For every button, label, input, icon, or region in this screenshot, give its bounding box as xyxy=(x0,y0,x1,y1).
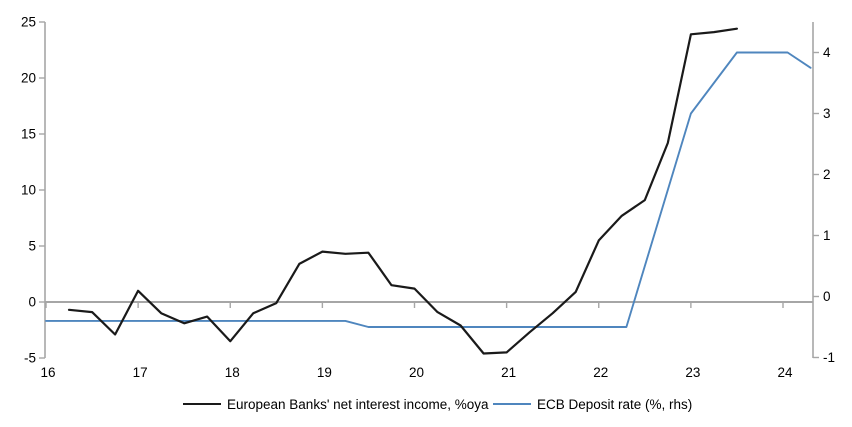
ecb-line-swatch xyxy=(493,403,531,405)
series-line-ecb-deposit-rate xyxy=(45,51,812,328)
x-axis-tick-label: 20 xyxy=(409,365,424,380)
legend-label-ecb: ECB Deposit rate (%, rhs) xyxy=(537,396,693,412)
right-axis-tick-label: 1 xyxy=(823,228,831,243)
legend-label-nii: European Banks' net interest income, %oy… xyxy=(227,396,489,412)
x-axis-tick-label: 18 xyxy=(225,365,240,380)
x-axis-tick-label: 24 xyxy=(777,365,793,380)
left-axis-tick-label: 25 xyxy=(21,15,36,30)
series-line-net-interest-income xyxy=(67,27,738,355)
right-axis-tick-label: 3 xyxy=(823,106,831,121)
x-axis-tick-label: 21 xyxy=(501,365,516,380)
right-axis-tick-label: -1 xyxy=(823,350,835,365)
x-axis-tick-label: 17 xyxy=(133,365,148,380)
x-axis-tick-label: 16 xyxy=(40,365,55,380)
left-axis-tick-label: 5 xyxy=(28,239,36,254)
legend-item-nii: European Banks' net interest income, %oy… xyxy=(183,396,488,412)
right-axis-tick-label: 0 xyxy=(823,289,831,304)
right-axis-tick-label: 2 xyxy=(823,167,831,182)
x-axis-tick-label: 23 xyxy=(685,365,700,380)
left-axis-tick-label: 15 xyxy=(21,127,36,142)
left-axis-tick-label: 10 xyxy=(21,183,36,198)
legend-item-ecb: ECB Deposit rate (%, rhs) xyxy=(493,396,692,412)
x-axis-tick-label: 22 xyxy=(593,365,608,380)
left-axis-tick-label: 20 xyxy=(21,71,36,86)
x-axis-tick-label: 19 xyxy=(317,365,332,380)
nii-line-swatch xyxy=(183,403,221,405)
right-axis-tick-label: 4 xyxy=(823,45,831,60)
left-axis-tick-label: -5 xyxy=(24,351,36,366)
left-axis-tick-label: 0 xyxy=(28,295,36,310)
